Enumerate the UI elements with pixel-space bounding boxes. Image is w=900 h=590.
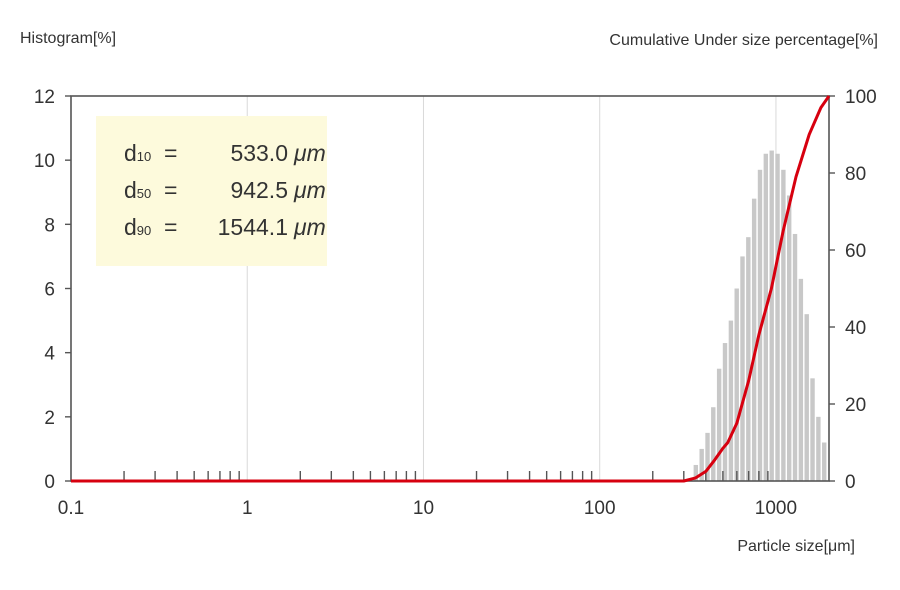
x-tick-label: 100 bbox=[584, 498, 616, 519]
histogram-bar bbox=[798, 278, 804, 481]
histogram-bar bbox=[693, 464, 699, 481]
d50-equals: = bbox=[164, 177, 178, 203]
d10-equals: = bbox=[164, 140, 178, 166]
histogram-bar bbox=[722, 343, 728, 481]
d90-value: 1544.1 bbox=[217, 214, 288, 240]
histogram-bar bbox=[699, 448, 704, 481]
y-right-tick-label: 60 bbox=[845, 241, 866, 262]
histogram-bar bbox=[775, 153, 780, 481]
right-axis-title: Cumulative Under size percentage[%] bbox=[609, 32, 878, 49]
histogram-bar bbox=[781, 169, 786, 481]
y-right-tick-label: 20 bbox=[845, 395, 866, 416]
d50-unit: μm bbox=[294, 177, 326, 203]
histogram-bar bbox=[740, 256, 745, 481]
d90-unit: μm bbox=[294, 214, 326, 240]
x-axis-title: Particle size[μm] bbox=[737, 538, 855, 555]
x-tick-label: 1 bbox=[242, 498, 253, 519]
histogram-bar bbox=[763, 153, 769, 481]
y-right-tick-label: 80 bbox=[845, 164, 866, 185]
d50-line: d50 = 942.5 μm bbox=[124, 177, 326, 204]
histogram-bar bbox=[792, 233, 798, 481]
d10-value: 533.0 bbox=[230, 140, 288, 166]
histogram-bar bbox=[734, 288, 739, 481]
y-left-tick-label: 0 bbox=[44, 472, 55, 493]
d90-line: d90 = 1544.1 μm bbox=[124, 214, 326, 241]
d90-symbol: d bbox=[124, 214, 137, 240]
histogram-bar bbox=[716, 368, 722, 481]
histogram-bar bbox=[786, 195, 792, 482]
y-right-tick-label: 0 bbox=[845, 472, 856, 493]
y-right-tick-label: 100 bbox=[845, 87, 877, 108]
d10-line: d10 = 533.0 μm bbox=[124, 140, 326, 167]
cumulative-curve bbox=[71, 95, 831, 483]
d50-symbol: d bbox=[124, 177, 137, 203]
histogram-bar bbox=[804, 314, 809, 481]
y-left-tick-label: 2 bbox=[44, 408, 55, 429]
histogram-bar bbox=[751, 198, 757, 481]
histogram-bar bbox=[810, 378, 815, 481]
x-tick-label: 1000 bbox=[755, 498, 797, 519]
d50-subscript: 50 bbox=[136, 186, 152, 201]
d50-value: 942.5 bbox=[230, 177, 288, 203]
d10-symbol: d bbox=[124, 140, 137, 166]
histogram-bar bbox=[816, 416, 821, 481]
d90-equals: = bbox=[164, 214, 178, 240]
histogram-bar bbox=[746, 237, 751, 481]
y-left-tick-label: 12 bbox=[34, 87, 55, 108]
left-axis-title: Histogram[%] bbox=[20, 30, 117, 47]
histogram-bar bbox=[705, 432, 710, 481]
y-left-tick-label: 4 bbox=[44, 344, 55, 365]
d10-unit: μm bbox=[294, 140, 326, 166]
d90-subscript: 90 bbox=[136, 223, 152, 238]
y-left-tick-label: 8 bbox=[44, 215, 55, 236]
y-left-tick-label: 6 bbox=[44, 280, 55, 301]
x-tick-label: 10 bbox=[413, 498, 434, 519]
d10-subscript: 10 bbox=[136, 149, 152, 164]
statistics-annotation-box: d10 = 533.0 μm d50 = 942.5 μm d90 = 1544… bbox=[96, 116, 327, 266]
histogram-bar bbox=[769, 150, 774, 481]
y-left-tick-label: 10 bbox=[34, 151, 55, 172]
histogram-bar bbox=[711, 407, 716, 481]
histogram-bar bbox=[822, 442, 827, 481]
x-tick-label: 0.1 bbox=[58, 498, 84, 519]
histogram-bar bbox=[728, 320, 734, 481]
y-right-tick-label: 40 bbox=[845, 318, 866, 339]
